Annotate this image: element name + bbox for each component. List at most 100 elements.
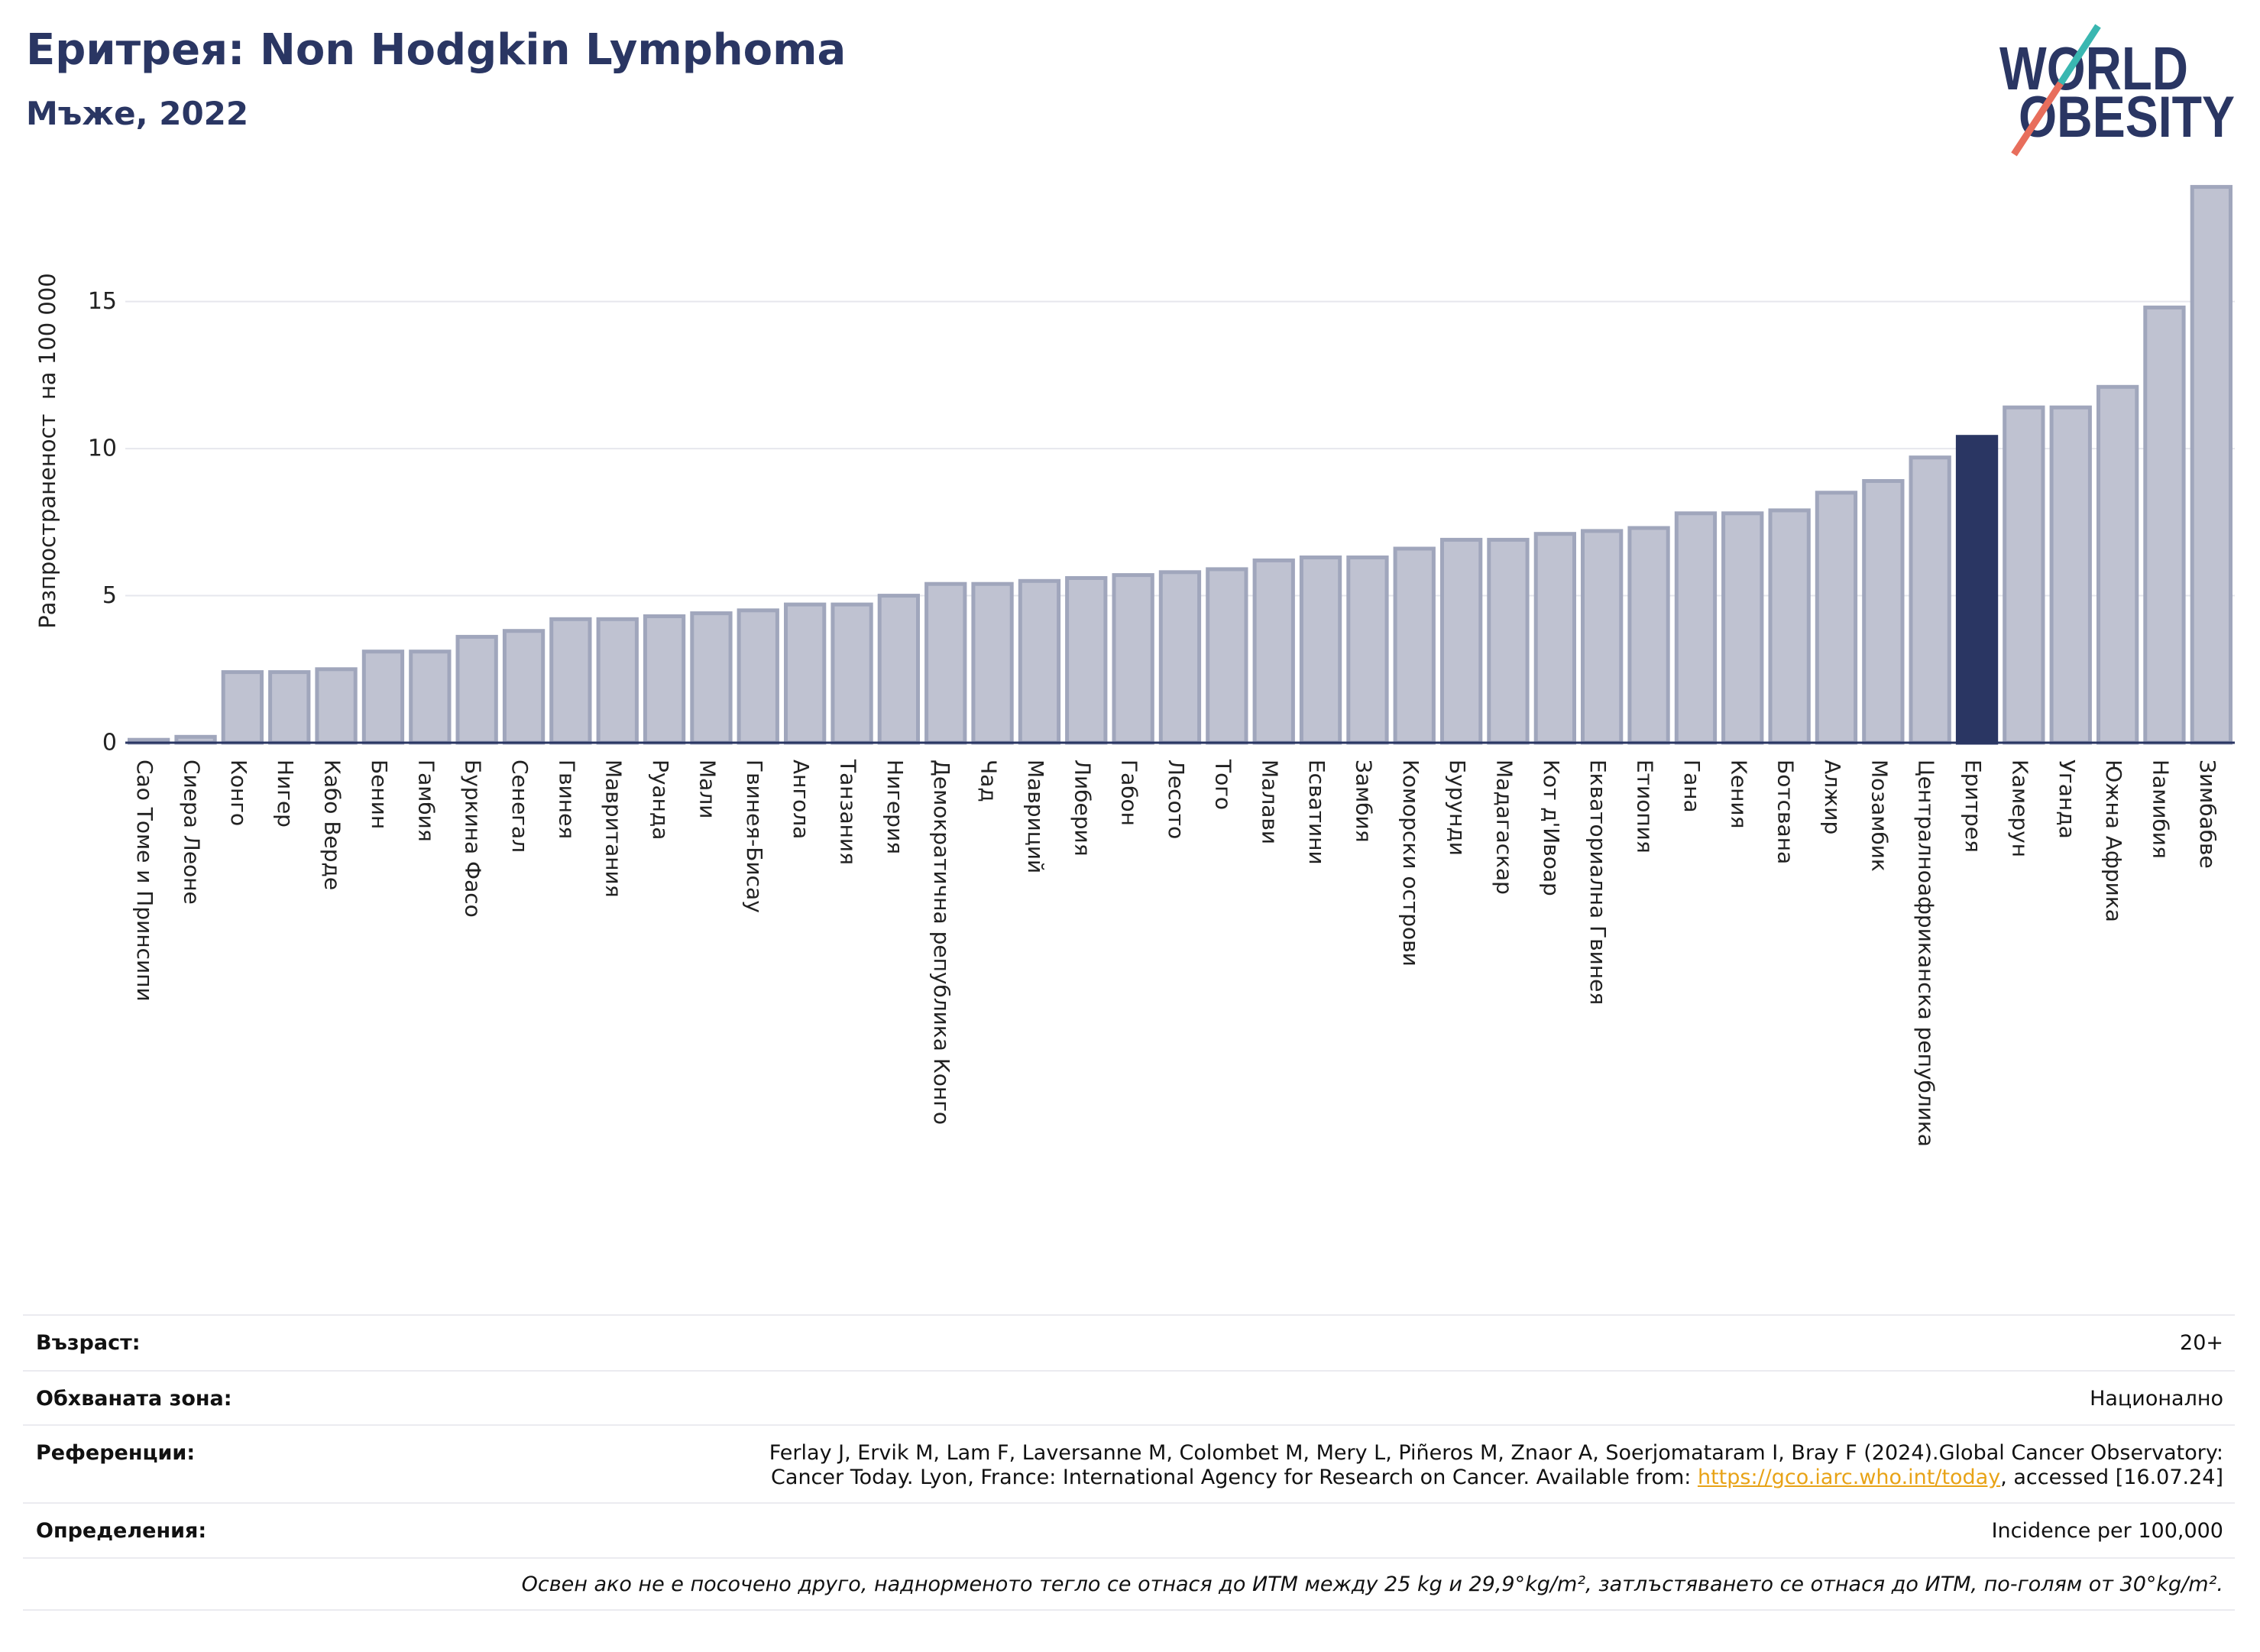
y-tick-label: 5 bbox=[102, 582, 117, 609]
references-line-1: Ferlay J, Ervik M, Lam F, Laversanne M, … bbox=[769, 1441, 2223, 1465]
info-row-note: Освен ако не е посочено друго, наднормен… bbox=[23, 1557, 2235, 1611]
bar bbox=[409, 649, 452, 745]
x-tick-label: Алжир bbox=[1820, 760, 1845, 834]
bar bbox=[1487, 537, 1530, 745]
bar bbox=[2190, 185, 2232, 745]
x-tick-label: Сенегал bbox=[507, 760, 533, 853]
x-tick-label: Замбия bbox=[1351, 760, 1376, 843]
x-tick-label: Ботсвана bbox=[1773, 760, 1799, 864]
bar bbox=[502, 629, 546, 745]
x-tick-label: Намибия bbox=[2148, 760, 2174, 859]
y-axis-label: Разпространеност на 100 000 bbox=[34, 273, 60, 628]
x-tick-label: Того bbox=[1210, 759, 1235, 810]
bar bbox=[1674, 511, 1718, 745]
x-tick-label: Гвинея-Бисау bbox=[742, 760, 767, 913]
x-tick-label: Сао Томе и Принсипи bbox=[132, 760, 157, 1002]
references-accessed-text: , accessed [16.07.24] bbox=[2000, 1466, 2223, 1489]
bar-highlighted bbox=[1955, 435, 1999, 745]
bar bbox=[690, 611, 733, 745]
world-obesity-logo: WORLD OBESITY bbox=[1999, 24, 2235, 157]
info-row-coverage: Обхваната зона: Национално bbox=[23, 1370, 2235, 1424]
x-tick-label: Руанда bbox=[648, 760, 673, 840]
bar bbox=[1112, 573, 1154, 745]
references-label: Референции: bbox=[36, 1441, 196, 1465]
x-tick-label: Конго bbox=[226, 760, 251, 826]
x-tick-label: Либерия bbox=[1070, 760, 1095, 857]
bar bbox=[1721, 511, 1764, 745]
bar bbox=[784, 602, 827, 745]
x-tick-label: Мавриций bbox=[1023, 760, 1048, 873]
x-tick-label: Кот д'Ивоар bbox=[1539, 760, 1564, 896]
x-tick-label: Етиопия bbox=[1633, 760, 1658, 854]
bar bbox=[924, 581, 967, 745]
bar bbox=[361, 649, 405, 745]
bar bbox=[455, 634, 498, 745]
bar bbox=[2143, 305, 2186, 745]
bar bbox=[268, 670, 311, 745]
x-tick-label: Бурунди bbox=[1445, 760, 1470, 856]
x-tick-label: Нигерия bbox=[882, 760, 908, 854]
age-label: Възраст: bbox=[36, 1331, 141, 1355]
y-axis-ticks: 0 5 10 15 bbox=[88, 288, 117, 756]
x-tick-label: Сиера Леоне bbox=[180, 760, 205, 905]
definition-note: Освен ако не е посочено друго, наднормен… bbox=[521, 1573, 2223, 1596]
bar bbox=[1206, 567, 1248, 745]
bar bbox=[2096, 384, 2139, 745]
x-tick-label: Кения bbox=[1726, 760, 1751, 828]
bar bbox=[877, 594, 920, 745]
x-tick-label: Гана bbox=[1679, 760, 1705, 813]
x-tick-label: Камерун bbox=[2007, 760, 2032, 857]
info-row-references: Референции: Ferlay J, Ervik M, Lam F, La… bbox=[23, 1424, 2235, 1502]
x-tick-label: Есватини bbox=[1304, 760, 1329, 865]
x-tick-label: Габон bbox=[1117, 760, 1142, 826]
x-tick-label: Ангола bbox=[788, 760, 814, 839]
x-axis-labels: Сао Томе и Принсипи Сиера Леоне Конго Нигер… bbox=[132, 759, 2220, 1147]
bar bbox=[1862, 479, 1905, 745]
bar bbox=[315, 667, 358, 745]
x-tick-label: Централноафриканска република bbox=[1914, 760, 1939, 1147]
x-tick-label: Бенин bbox=[367, 760, 392, 829]
bar bbox=[1581, 529, 1624, 745]
logo-slash-teal bbox=[2058, 24, 2101, 86]
bar bbox=[737, 608, 779, 745]
x-tick-label: Буркина Фасо bbox=[461, 760, 486, 918]
x-tick-label: Гамбия bbox=[413, 760, 439, 842]
x-tick-label: Гвинея bbox=[554, 760, 579, 839]
x-tick-label: Екваториална Гвинея bbox=[1585, 760, 1611, 1005]
bars bbox=[128, 185, 2232, 745]
definitions-value: Incidence per 100,000 bbox=[1991, 1519, 2223, 1543]
bar bbox=[596, 617, 639, 745]
references-link[interactable]: https://gco.iarc.who.int/today bbox=[1697, 1466, 2001, 1489]
logo-slash-coral bbox=[2011, 81, 2064, 157]
bar bbox=[221, 670, 264, 745]
x-tick-label: Мозамбик bbox=[1867, 760, 1892, 872]
page-subtitle: Мъже, 2022 bbox=[26, 95, 249, 132]
bar bbox=[1299, 556, 1342, 745]
references-line-2: Cancer Today. Lyon, France: Internationa… bbox=[769, 1466, 2223, 1490]
coverage-value: Национално bbox=[2090, 1387, 2223, 1411]
x-tick-label: Зимбабве bbox=[2195, 760, 2220, 869]
bar bbox=[643, 614, 686, 745]
references-value: Ferlay J, Ervik M, Lam F, Laversanne M, … bbox=[769, 1441, 2223, 1490]
x-tick-label: Демократична република Конго bbox=[929, 760, 954, 1125]
y-tick-label: 15 bbox=[88, 288, 117, 315]
bar bbox=[1440, 537, 1483, 745]
bar bbox=[1627, 526, 1670, 745]
bar bbox=[1768, 508, 1811, 745]
bar bbox=[1909, 455, 1951, 745]
bar bbox=[2049, 405, 2092, 745]
bar bbox=[2003, 405, 2045, 745]
bar bbox=[1393, 546, 1436, 745]
x-tick-label: Чад bbox=[976, 760, 1002, 802]
page-title: Еритрея: Non Hodgkin Lymphoma bbox=[26, 25, 847, 75]
logo-text-world: WORLD bbox=[1999, 34, 2188, 102]
x-tick-label: Кабо Верде bbox=[320, 760, 345, 890]
x-tick-label: Мадагаскар bbox=[1492, 760, 1517, 895]
bar bbox=[1065, 576, 1108, 745]
x-tick-label: Коморски острови bbox=[1398, 760, 1423, 967]
x-tick-label: Мавритания bbox=[601, 760, 627, 898]
y-tick-label: 10 bbox=[88, 436, 117, 462]
x-tick-label: Лесото bbox=[1164, 760, 1189, 839]
bar bbox=[1346, 556, 1389, 745]
